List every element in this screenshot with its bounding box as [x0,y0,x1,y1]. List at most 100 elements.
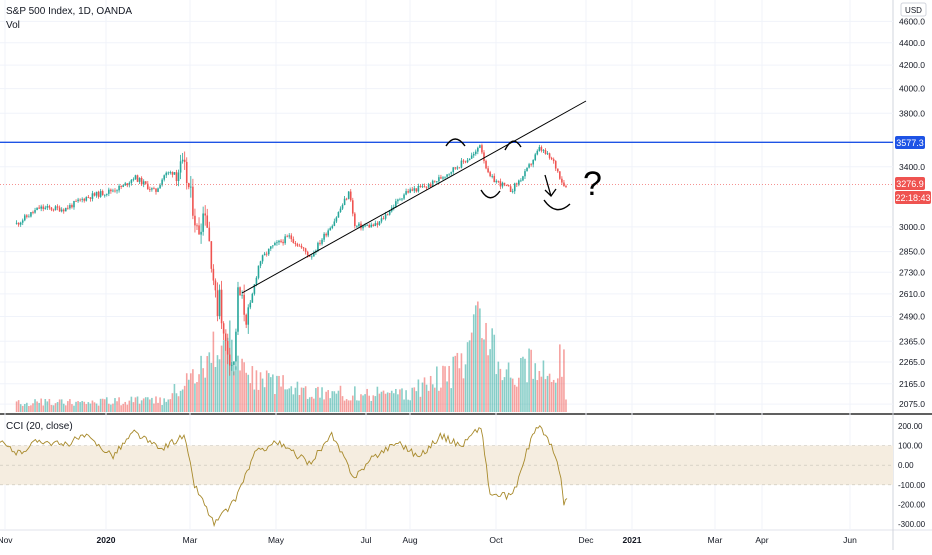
candle [565,186,567,188]
volume-bar [343,400,346,412]
candle [507,185,510,187]
top-arc-right[interactable] [504,140,522,151]
candle [175,172,178,181]
volume-bar [306,398,309,412]
volume-bar [313,398,315,412]
candle [146,183,149,190]
volume-bar [376,386,379,412]
volume-bar [423,377,426,412]
candle [212,268,215,281]
candle [67,207,69,209]
volume-bar [50,404,53,412]
candle [370,224,373,228]
price-tick: 2075.0 [899,399,925,409]
candle [292,239,295,243]
volume-bar [538,370,541,412]
volume-bar [438,390,440,412]
volume-bar [368,395,370,412]
volume-bar [17,400,20,412]
price-tick: 3800.0 [899,108,925,118]
volume-bar [384,393,387,412]
candle [179,161,182,173]
candle [144,181,147,184]
bottom-arc[interactable] [480,189,501,199]
candle [290,235,293,240]
candle [75,201,77,202]
candle [222,323,225,334]
volume-bar [565,399,567,412]
candle [276,242,278,244]
candle [466,160,469,163]
candle [183,159,186,162]
candle [163,175,165,180]
candle [559,171,561,179]
volume-bar [333,391,336,412]
volume-bar [536,380,539,412]
cci-axis[interactable]: 200.00 100.00 0.00 -100.00 -200.00 -300.00 [898,422,926,529]
candle [140,177,143,185]
volume-bar [327,390,329,412]
candle [40,206,42,209]
volume-bar [58,399,61,412]
top-arc-left[interactable] [445,138,466,147]
volume-bar [245,372,247,412]
horizontal-level-tag [895,136,925,149]
candle [173,172,176,175]
candle [534,154,537,161]
price-axis[interactable]: 4600.0 4400.0 4200.0 4000.0 3800.0 3400.0 3000… [899,16,925,409]
volume-bar [450,388,452,412]
user-drawings[interactable]: ? [0,100,893,294]
candle [552,159,555,162]
time-tick: Aug [402,535,417,545]
candle [464,161,467,163]
candle [226,340,229,355]
volume-bar [563,349,565,412]
volume-bar [48,398,51,412]
volume-bar [54,403,57,412]
currency-badge[interactable] [900,2,927,17]
candle [530,164,532,166]
volume-bar [360,394,362,412]
volume-bar [79,402,81,412]
volume-bar [149,399,151,412]
candle [384,214,387,219]
volume-bar [427,390,430,412]
candle [415,188,418,192]
candle [99,191,102,197]
volume-bar [257,389,260,412]
volume-bar [489,349,491,412]
candle [327,230,329,236]
volume-bar [151,397,153,412]
volume-bar [185,373,188,412]
candle [310,256,313,258]
candle [495,180,498,183]
horizontal-level-value: 3577.3 [896,138,924,148]
candle [259,261,262,266]
candle [114,190,116,192]
candle [58,207,61,212]
candle [411,189,414,191]
trend-line[interactable] [241,100,587,294]
time-axis[interactable]: Nov 2020 Mar May Jul Aug Oct Dec 2021 Mar Apr Jun [0,535,857,545]
volume-bar [97,405,100,412]
volume-bar [526,382,528,412]
volume-bar [399,389,401,412]
candle [423,186,426,188]
volume-bar [251,366,254,412]
volume-bar [19,404,22,412]
candle [181,159,184,162]
volume-bar [382,390,385,412]
candle [538,147,541,151]
projection-arc[interactable] [543,199,571,211]
down-arrow-drawing[interactable] [544,174,557,198]
candle [493,175,496,183]
candle [442,177,444,179]
candle [345,198,348,200]
price-tick: 4400.0 [899,38,925,48]
volume-bar [200,355,202,412]
volume-bar [132,402,135,412]
question-mark-drawing[interactable]: ? [583,165,602,203]
volume-bar [204,377,206,412]
volume-bar [218,359,221,412]
